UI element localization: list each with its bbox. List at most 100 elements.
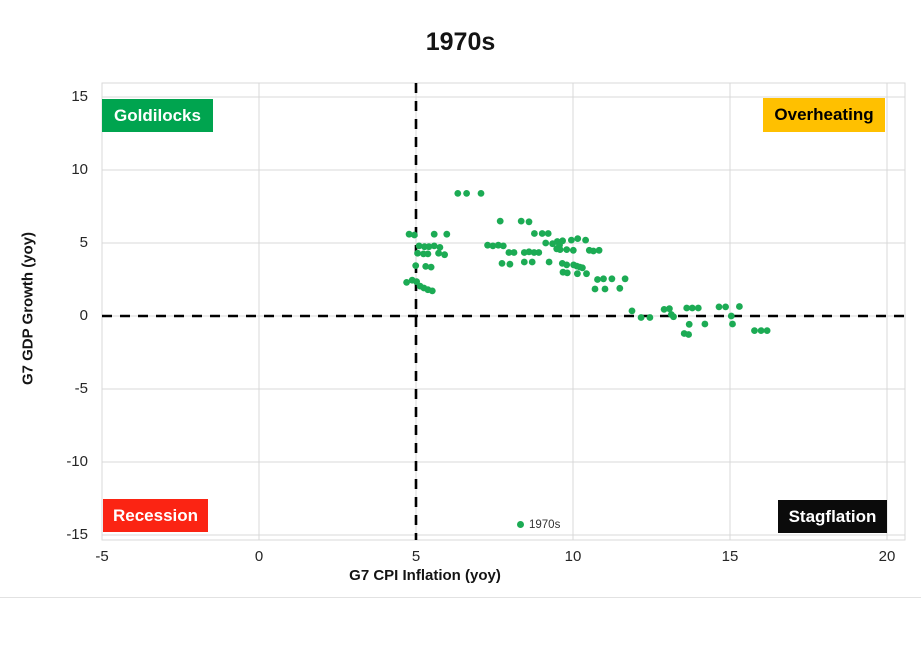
data-point bbox=[563, 261, 571, 269]
data-point bbox=[441, 251, 448, 259]
data-point bbox=[538, 230, 546, 237]
data-point bbox=[637, 314, 645, 321]
data-point bbox=[727, 312, 735, 320]
x-tick-label: 0 bbox=[254, 548, 264, 565]
data-point bbox=[590, 247, 597, 255]
data-point bbox=[496, 217, 504, 225]
data-point bbox=[556, 246, 564, 254]
data-point bbox=[430, 230, 438, 238]
y-tick-label: 15 bbox=[71, 88, 88, 105]
data-point bbox=[594, 276, 601, 283]
quadrant-label-stagflation: Stagflation bbox=[778, 500, 887, 533]
data-point bbox=[528, 258, 536, 266]
data-point bbox=[563, 269, 571, 277]
data-point bbox=[729, 320, 736, 328]
data-point bbox=[670, 313, 677, 321]
data-point bbox=[559, 237, 566, 245]
data-point bbox=[574, 270, 581, 278]
data-point bbox=[579, 264, 586, 272]
data-point bbox=[484, 241, 491, 249]
data-point bbox=[685, 331, 692, 338]
quadrant-label-goldilocks: Goldilocks bbox=[102, 99, 213, 132]
x-tick-label: 20 bbox=[878, 548, 896, 565]
data-point bbox=[411, 231, 418, 239]
data-point bbox=[443, 230, 451, 238]
data-point bbox=[531, 230, 538, 237]
y-axis-title: G7 GDP Growth (yoy) bbox=[19, 231, 37, 386]
data-point bbox=[660, 306, 668, 313]
data-point bbox=[422, 263, 430, 270]
data-point bbox=[545, 258, 553, 266]
data-point bbox=[701, 320, 709, 328]
data-point bbox=[405, 230, 413, 238]
data-point bbox=[435, 249, 442, 257]
page-divider bbox=[0, 597, 921, 598]
data-point bbox=[494, 241, 502, 249]
legend-label: 1970s bbox=[529, 518, 561, 531]
x-tick-label: 15 bbox=[721, 548, 739, 565]
data-point bbox=[544, 230, 552, 237]
y-tick-label: -5 bbox=[74, 380, 88, 397]
y-tick-label: 5 bbox=[79, 234, 88, 251]
data-point bbox=[688, 304, 696, 312]
data-point bbox=[517, 217, 525, 225]
y-tick-label: -15 bbox=[66, 526, 88, 543]
data-point bbox=[403, 279, 410, 286]
data-point bbox=[414, 249, 421, 257]
data-point bbox=[530, 249, 538, 256]
y-tick-label: 0 bbox=[79, 307, 88, 324]
data-point bbox=[489, 242, 497, 250]
data-point bbox=[430, 242, 438, 250]
data-point bbox=[621, 275, 629, 283]
data-point bbox=[715, 303, 723, 311]
y-tick-label: 10 bbox=[71, 161, 88, 178]
data-point bbox=[608, 275, 616, 283]
data-point bbox=[574, 235, 582, 243]
data-point bbox=[542, 239, 550, 247]
quadrant-label-recession: Recession bbox=[103, 499, 208, 532]
data-point bbox=[757, 327, 765, 334]
data-point bbox=[685, 320, 693, 328]
data-point bbox=[616, 284, 624, 292]
data-point bbox=[595, 246, 603, 254]
data-point bbox=[763, 327, 771, 334]
x-axis-title: G7 CPI Inflation (yoy) bbox=[349, 567, 501, 584]
data-point bbox=[477, 190, 485, 197]
data-point bbox=[412, 262, 420, 269]
data-point bbox=[506, 260, 514, 268]
data-point bbox=[428, 287, 436, 295]
x-tick-label: 10 bbox=[564, 548, 582, 565]
data-point bbox=[583, 270, 590, 278]
y-tick-label: -10 bbox=[66, 453, 88, 470]
data-point bbox=[499, 242, 507, 250]
legend-marker-icon bbox=[517, 521, 524, 528]
data-point bbox=[510, 249, 518, 256]
data-point bbox=[736, 303, 743, 310]
chart-title: 1970s bbox=[425, 28, 496, 56]
data-point bbox=[427, 263, 435, 271]
data-point bbox=[646, 314, 654, 321]
data-point bbox=[498, 260, 506, 267]
data-point bbox=[425, 243, 433, 251]
data-point bbox=[505, 249, 513, 256]
data-point bbox=[535, 249, 543, 256]
data-point bbox=[436, 244, 444, 251]
data-point bbox=[751, 327, 758, 334]
data-point bbox=[582, 236, 589, 244]
quadrant-label-overheating: Overheating bbox=[763, 98, 885, 132]
data-point bbox=[569, 246, 577, 254]
data-point bbox=[568, 236, 575, 244]
x-tick-label: -5 bbox=[95, 548, 109, 565]
data-point bbox=[694, 304, 702, 312]
data-point bbox=[722, 303, 729, 311]
data-point bbox=[628, 307, 636, 315]
data-point bbox=[424, 250, 432, 258]
data-point bbox=[525, 248, 533, 256]
data-point bbox=[454, 190, 462, 197]
data-point bbox=[600, 275, 607, 283]
data-point bbox=[463, 190, 470, 197]
data-point bbox=[525, 218, 533, 226]
legend: 1970s bbox=[517, 517, 560, 532]
